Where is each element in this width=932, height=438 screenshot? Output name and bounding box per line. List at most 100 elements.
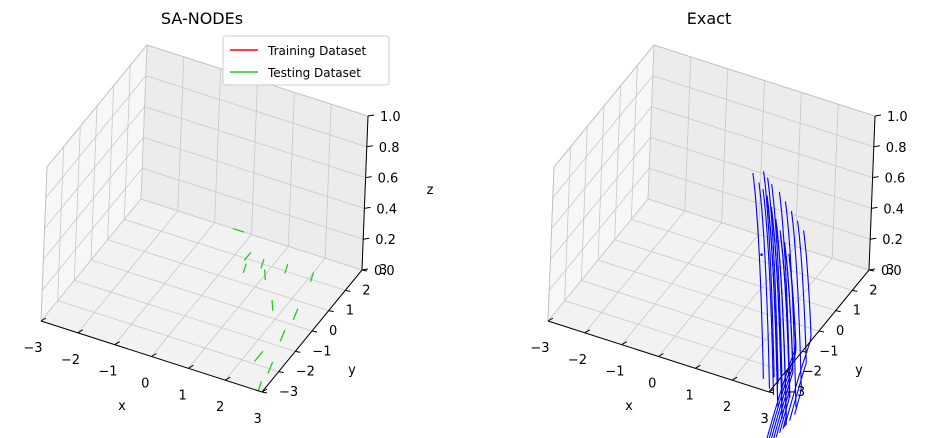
grid-line [649, 167, 871, 240]
tick-mark [768, 388, 775, 393]
z-axis-line [868, 115, 876, 271]
tick-mark [584, 329, 591, 334]
testing-trajectory [232, 227, 245, 233]
legend-box [222, 35, 390, 86]
chart-panel-sa-nodes: −3 −2 −1 0 1 2 3 −3 −2 −1 0 1 2 3 0.0 0.2 0.4 0.6 0.8 1.0 S… [23, 9, 433, 427]
y-tick-label: 1 [853, 304, 861, 319]
grid-line [40, 198, 142, 322]
z-tick-label: 0.2 [375, 233, 396, 248]
grid-line [721, 68, 729, 223]
grid-line [144, 106, 366, 178]
grid-line [143, 137, 365, 209]
testing-trajectory [284, 263, 289, 274]
tick-mark [365, 176, 372, 179]
grid-line [547, 198, 649, 322]
y-tick-label: −2 [296, 365, 315, 380]
grid-line [57, 300, 279, 373]
y-axis-label: y [855, 363, 863, 378]
grid-line [614, 239, 836, 312]
x-tick-label: 1 [686, 388, 694, 403]
grid-line [552, 75, 654, 199]
grid-line [650, 137, 872, 209]
y-tick-label: −2 [803, 365, 822, 380]
y-tick-label: −1 [819, 344, 838, 359]
grid-line [614, 85, 622, 240]
x-tick-label: 3 [760, 412, 768, 427]
y-tick-label: −3 [786, 385, 805, 400]
grid-line [214, 68, 222, 223]
x-tick-label: 2 [723, 400, 731, 415]
grid-line [145, 75, 367, 148]
y-tick-label: 3 [379, 263, 387, 278]
testing-trajectory [243, 251, 252, 261]
exact-trajectory [784, 230, 812, 427]
exact-trajectory [784, 201, 797, 408]
tick-mark [295, 350, 301, 353]
pane-edge [46, 44, 148, 168]
grid-line [43, 137, 144, 260]
tick-mark [768, 391, 775, 394]
grid-line [140, 198, 363, 271]
grid-line [324, 104, 332, 259]
exact-trajectory [789, 220, 807, 421]
y-tick-label: −3 [279, 385, 298, 400]
grid-line [57, 146, 65, 301]
tick-mark [871, 206, 878, 209]
tick-mark [785, 371, 791, 374]
z-tick-label: 0.8 [886, 141, 907, 156]
grid-line [124, 218, 346, 291]
legend-label-testing: Testing Dataset [267, 66, 361, 80]
exact-trajectory [775, 235, 791, 438]
tick-mark [835, 310, 841, 313]
exact-trajectory [762, 189, 775, 396]
y-tick-label: 2 [869, 283, 877, 298]
x-tick-label: 3 [253, 412, 261, 427]
exact-trajectory [752, 172, 764, 379]
testing-trajectory [309, 272, 315, 282]
grid-line [647, 44, 655, 200]
grid-line [177, 56, 185, 211]
x-axis-label: x [625, 399, 633, 414]
grid-line [90, 105, 98, 261]
z-tick-label: 1.0 [380, 110, 401, 125]
tick-mark [802, 350, 808, 353]
pane-edge [40, 166, 48, 322]
testing-trajectory [271, 300, 274, 311]
exact-trajectory [770, 247, 794, 438]
grid-line [631, 218, 853, 291]
grid-line [551, 106, 652, 229]
grid-line [44, 106, 145, 229]
z-tick-label: 0.4 [376, 202, 397, 217]
grid-line [74, 279, 296, 352]
chart-title: Exact [687, 9, 731, 28]
tick-mark [621, 341, 627, 346]
grid-line [794, 92, 802, 247]
grid-line [550, 137, 651, 260]
y-tick-label: 3 [886, 263, 894, 278]
z-tick-label: 0.4 [883, 202, 904, 217]
tick-mark [868, 268, 876, 271]
x-tick-label: −3 [530, 341, 549, 356]
grid-line [548, 167, 650, 291]
tick-mark [364, 206, 371, 209]
testing-trajectory [264, 269, 266, 281]
z-tick-label: 0.6 [885, 172, 906, 187]
grid-line [564, 300, 786, 373]
chart-panel-exact: −3 −2 −1 0 1 2 3 −3 −2 −1 0 1 2 3 0.0 0.2 0.4 0.6 0.8 1.0 E… [466, 0, 932, 438]
y-tick-label: 2 [362, 283, 370, 298]
tick-mark [873, 145, 880, 148]
pane-edge [553, 44, 655, 168]
x-tick-label: 0 [141, 377, 149, 392]
grid-line [41, 167, 143, 291]
grid-line [597, 259, 820, 332]
tick-mark [224, 376, 231, 381]
pane-edge [547, 166, 555, 322]
pane-edge [653, 44, 876, 117]
x-tick-label: −1 [98, 365, 117, 380]
tick-mark [366, 145, 373, 148]
z-tick-label: 0.0 [881, 264, 902, 279]
y-tick-label: 1 [346, 304, 354, 319]
z-tick-label: 0.0 [374, 264, 395, 279]
tick-mark [818, 330, 825, 333]
testing-trajectory [279, 329, 286, 342]
